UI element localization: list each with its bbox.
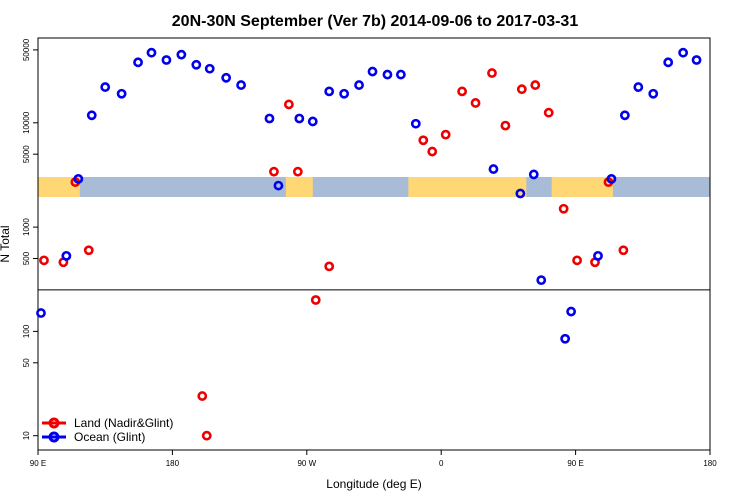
ocean-point — [488, 164, 499, 174]
ocean-point — [161, 55, 172, 65]
ocean-point — [324, 86, 335, 97]
ocean-point — [146, 47, 157, 58]
ocean-point — [691, 55, 702, 65]
land-point — [427, 146, 438, 157]
land-point — [500, 120, 511, 131]
land-point — [39, 255, 49, 266]
land-point — [457, 86, 468, 97]
ocean-point — [176, 49, 187, 60]
ocean-point — [560, 333, 571, 344]
y-axis-label: N Total — [0, 225, 12, 262]
x-tick-label: 90 W — [297, 459, 316, 468]
ocean-point — [395, 69, 406, 80]
land-point — [572, 255, 582, 266]
land-point — [543, 107, 554, 118]
ocean-point — [663, 57, 674, 68]
x-axis-label: Longitude (deg E) — [326, 477, 421, 491]
ocean-point — [619, 110, 630, 121]
ocean-point — [100, 82, 111, 92]
ocean-point — [593, 250, 603, 261]
land-point — [618, 245, 629, 256]
ocean-point — [566, 306, 577, 317]
x-tick-label: 180 — [703, 459, 717, 468]
x-tick-label: 180 — [166, 459, 180, 468]
ocean-point — [648, 88, 659, 99]
ocean-point — [264, 113, 275, 124]
ocean-point — [382, 69, 393, 80]
land-point — [516, 84, 527, 95]
legend-marker-ocean — [48, 431, 60, 443]
land-point — [292, 166, 303, 177]
ocean-point — [528, 169, 539, 180]
land-point — [470, 98, 481, 108]
y-tick-label: 50000 — [22, 38, 31, 61]
y-tick-label: 1000 — [22, 218, 31, 236]
land-point — [197, 391, 208, 401]
map-land — [285, 177, 313, 197]
land-point — [530, 80, 541, 90]
land-point — [283, 99, 294, 110]
ocean-point — [133, 57, 143, 68]
legend-label-land: Land (Nadir&Glint) — [74, 416, 173, 430]
ocean-point — [273, 180, 284, 191]
ocean-point — [191, 59, 202, 70]
legend: Land (Nadir&Glint) Ocean (Glint) — [42, 416, 173, 444]
land-point — [310, 295, 321, 305]
ocean-point — [307, 116, 318, 127]
ocean-point — [633, 82, 644, 92]
ocean-point — [294, 113, 305, 124]
map-land — [38, 177, 80, 197]
ocean-point — [410, 118, 421, 129]
ocean-point — [367, 66, 378, 77]
x-tick-label: 90 E — [567, 459, 583, 468]
ocean-point — [116, 88, 127, 99]
land-point — [269, 166, 279, 177]
land-point — [487, 68, 497, 78]
ocean-point — [515, 188, 526, 199]
ocean-point — [606, 173, 617, 184]
plot-frame — [37, 37, 711, 451]
ocean-point — [61, 250, 72, 261]
y-tick-label: 10 — [22, 431, 31, 440]
ocean-point — [204, 63, 215, 74]
ocean-point — [339, 88, 350, 99]
land-point — [324, 261, 335, 272]
land-point — [418, 135, 429, 146]
legend-label-ocean: Ocean (Glint) — [74, 430, 145, 444]
y-tick-label: 100 — [22, 324, 31, 338]
ocean-point — [236, 80, 246, 90]
land-point — [201, 430, 212, 441]
y-tick-label: 50 — [22, 358, 31, 367]
chart-title: 20N-30N September (Ver 7b) 2014-09-06 to… — [172, 13, 579, 30]
land-point — [440, 129, 451, 140]
map-ocean — [38, 177, 710, 197]
map-land — [408, 177, 527, 197]
legend-marker-land — [48, 417, 60, 429]
plot-border — [37, 37, 711, 451]
data-points — [36, 47, 702, 441]
x-tick-label: 0 — [439, 459, 444, 468]
y-tick-label: 500 — [22, 251, 31, 265]
ocean-point — [73, 173, 84, 184]
world-map-strip — [38, 177, 710, 197]
map-land — [551, 177, 613, 197]
y-tick-label: 5000 — [22, 145, 31, 163]
ocean-point — [86, 110, 97, 121]
ocean-point — [354, 80, 364, 90]
ocean-point — [536, 275, 547, 286]
y-tick-label: 10000 — [22, 111, 31, 134]
land-point — [558, 203, 569, 214]
ocean-point — [221, 72, 232, 83]
ocean-point — [678, 47, 689, 58]
x-tick-label: 90 E — [30, 459, 46, 468]
y-axis: 10 50 100 500 1000 5000 10000 50000 — [22, 38, 38, 440]
land-point — [83, 245, 94, 256]
ocean-point — [36, 308, 46, 318]
x-axis: 90 E 180 90 W 0 90 E 180 — [30, 450, 717, 468]
